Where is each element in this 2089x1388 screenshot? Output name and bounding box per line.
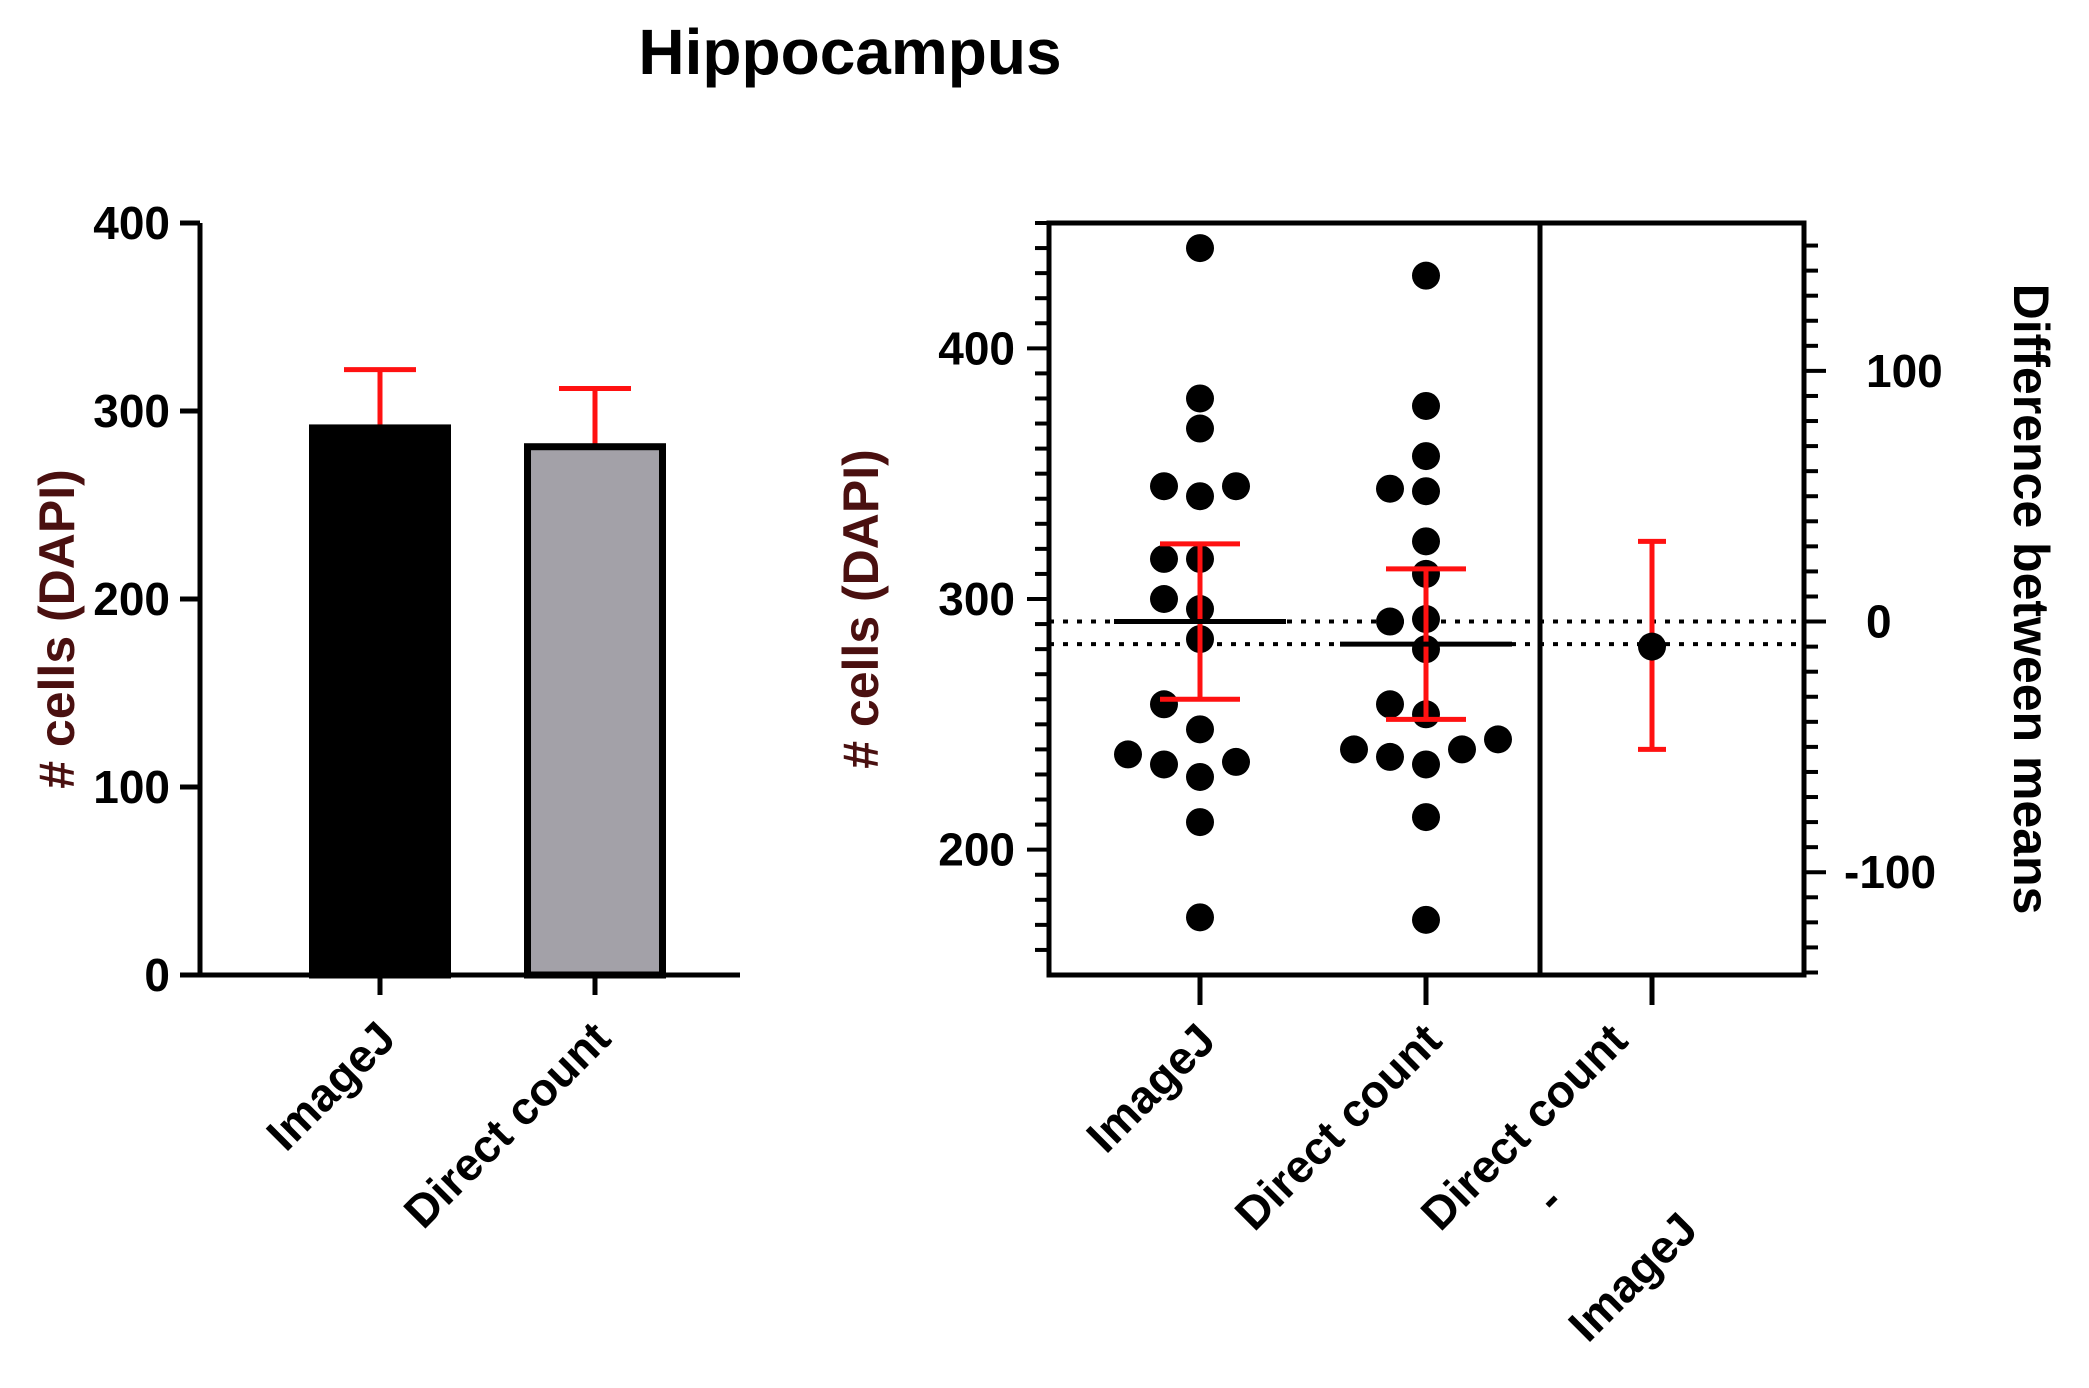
data-point <box>1376 742 1404 771</box>
y-tick-label: 100 <box>93 761 170 813</box>
data-point <box>1186 903 1214 932</box>
data-point <box>1186 715 1214 744</box>
y2-tick-label: -100 <box>1844 846 1936 898</box>
data-point <box>1412 442 1440 471</box>
bar-direct-count <box>524 443 666 979</box>
y-tick-label: 300 <box>93 385 170 437</box>
data-point <box>1484 725 1512 754</box>
bar-chart: 0 100 200 300 400 # cells (DAPI) ImageJDirect … <box>29 197 740 1238</box>
x-tick-label: ImageJ <box>1076 1013 1225 1162</box>
y2-tick-label: 0 <box>1866 596 1892 648</box>
data-point <box>1150 690 1178 719</box>
data-point <box>1186 482 1214 511</box>
data-point <box>1222 747 1250 776</box>
x-tick-label: Direct count <box>394 1011 621 1238</box>
data-point <box>1222 472 1250 501</box>
y-axis-title: # cells (DAPI) <box>833 449 889 769</box>
y-tick-label: 400 <box>93 197 170 249</box>
data-point <box>1186 234 1214 263</box>
data-point <box>1186 762 1214 791</box>
difference-point <box>1638 632 1666 661</box>
data-point <box>1150 750 1178 779</box>
data-point <box>1340 735 1368 764</box>
data-point <box>1114 740 1142 769</box>
data-point <box>1186 414 1214 443</box>
data-point <box>1412 803 1440 832</box>
y-tick-label: 300 <box>938 573 1015 625</box>
x-tick-label: - <box>1525 1175 1573 1223</box>
data-point <box>1150 544 1178 573</box>
figure-title: Hippocampus <box>638 16 1061 88</box>
data-point <box>1376 607 1404 636</box>
x-tick-label: ImageJ <box>1558 1202 1707 1351</box>
data-point <box>1376 690 1404 719</box>
data-point <box>1412 391 1440 420</box>
data-point <box>1412 905 1440 934</box>
x-tick-label: ImageJ <box>256 1011 405 1160</box>
y-tick-label: 200 <box>938 824 1015 876</box>
data-point <box>1412 750 1440 779</box>
data-point <box>1186 808 1214 837</box>
data-point <box>1150 472 1178 501</box>
bar-imagej <box>309 424 451 979</box>
data-point <box>1412 477 1440 506</box>
data-point <box>1448 735 1476 764</box>
data-point <box>1376 474 1404 503</box>
y-tick-label: 400 <box>938 322 1015 374</box>
data-point <box>1412 527 1440 556</box>
y-tick-label: 0 <box>144 949 170 1001</box>
data-point <box>1412 261 1440 290</box>
y-axis-title: # cells (DAPI) <box>29 469 85 789</box>
data-point <box>1150 585 1178 613</box>
y2-tick-label: 100 <box>1866 345 1943 397</box>
data-point <box>1186 384 1214 413</box>
y2-axis-title: Difference between means <box>2003 284 2059 915</box>
y-tick-label: 200 <box>93 573 170 625</box>
estimation-plot: 200 300 400 -100 0 100 # cells (DAPI) Differenc… <box>833 220 2059 1351</box>
